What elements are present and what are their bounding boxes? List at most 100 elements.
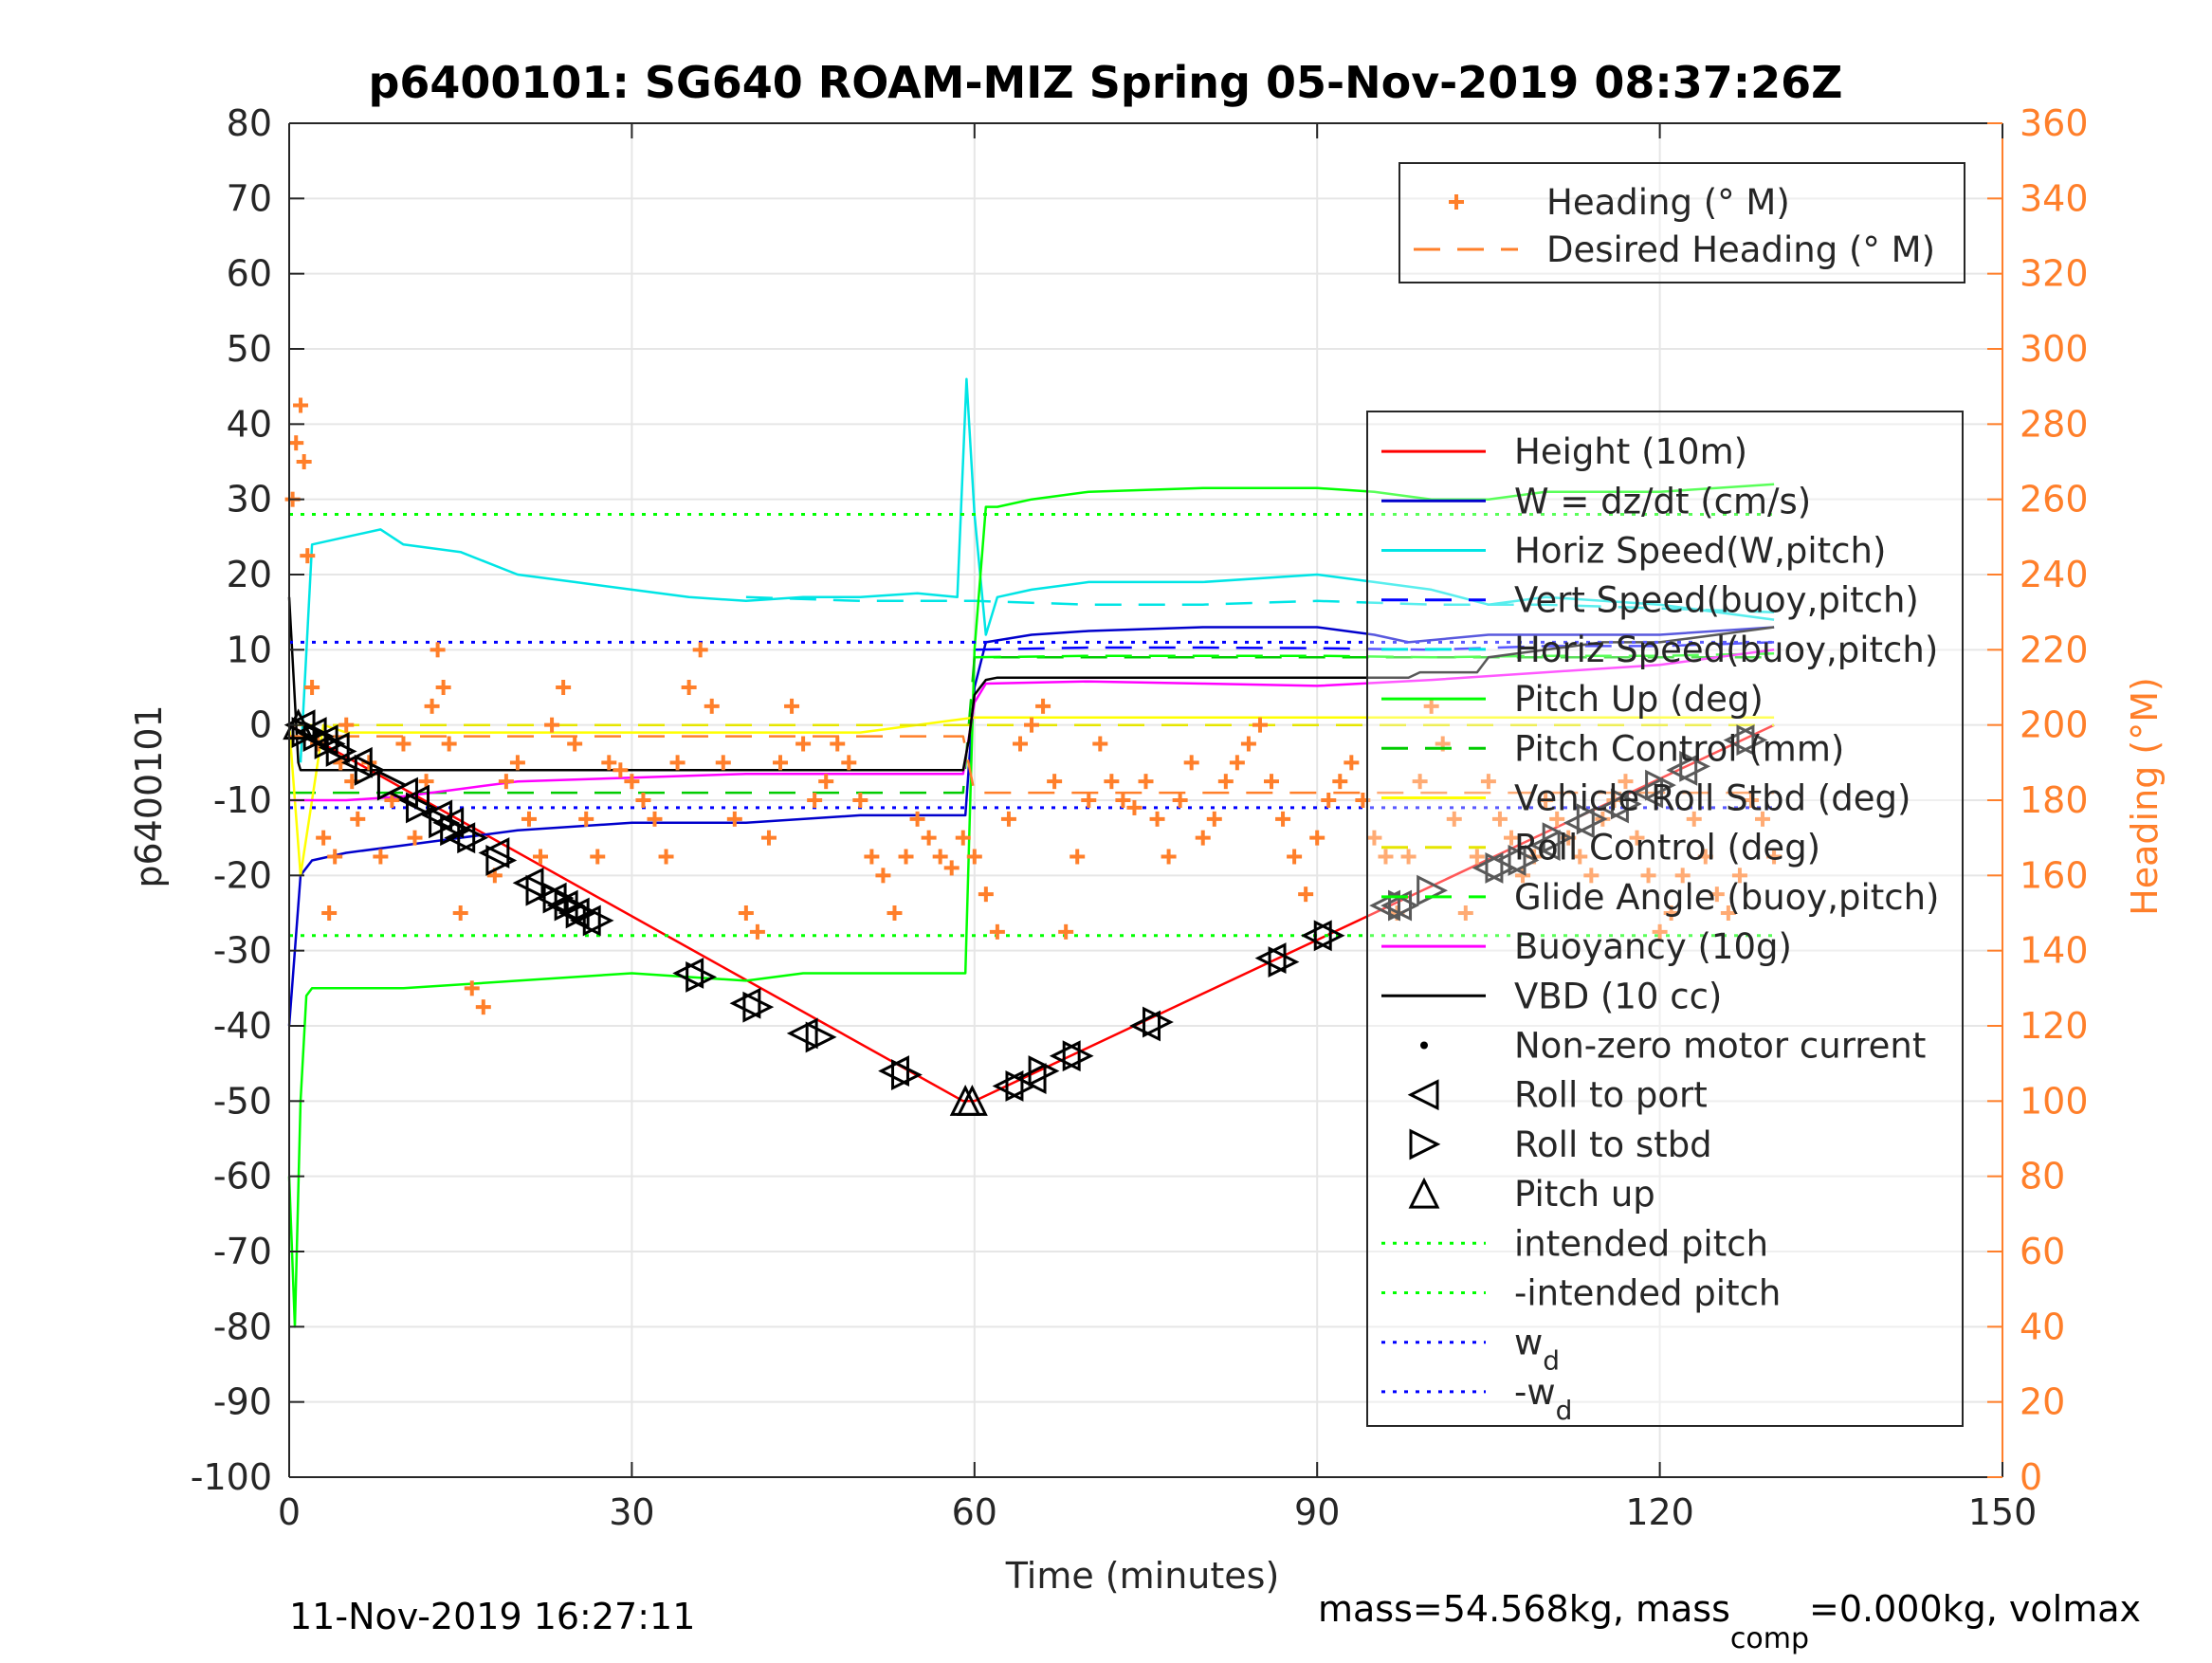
legend-label-sub: d — [1556, 1395, 1573, 1426]
heading-point — [1412, 774, 1428, 790]
legend-main-box — [1366, 411, 1964, 1427]
heading-point — [1252, 717, 1268, 733]
heading-point — [773, 755, 789, 771]
y-tick-label: 10 — [227, 629, 272, 670]
roll-to-port-marker — [1254, 942, 1287, 975]
heading-point — [852, 793, 868, 808]
heading-point — [1035, 698, 1051, 714]
y2-tick-label: 180 — [2020, 779, 2089, 821]
roll-to-stbd-marker — [1313, 920, 1345, 952]
footer-timestamp: 11-Nov-2019 16:27:11 — [289, 1596, 695, 1637]
roll-to-stbd-marker — [1576, 803, 1608, 835]
heading-point — [430, 642, 446, 658]
heading-point — [296, 454, 312, 469]
y2-axis-label: Heading (°M) — [2124, 677, 2166, 916]
heading-point — [1583, 868, 1600, 884]
heading-point — [556, 680, 572, 695]
roll-to-stbd-marker — [1268, 946, 1300, 978]
legend-entry: Pitch Control (mm) — [1381, 728, 1844, 769]
legend-entry: -intended pitch — [1381, 1273, 1781, 1314]
roll-to-stbd-marker — [686, 961, 718, 993]
heading-point — [1332, 774, 1348, 790]
footer-mass: mass=54.568kg, masscomp=0.000kg, volmax — [1318, 1588, 2141, 1655]
legend-entry: Buoyancy (10g) — [1381, 926, 1792, 967]
roll-to-port-marker — [478, 837, 510, 868]
y2-tick-label: 360 — [2020, 102, 2089, 144]
heading-point — [921, 830, 937, 846]
y2-tick-label: 0 — [2020, 1456, 2042, 1498]
legend-entry: Horiz Speed(W,pitch) — [1381, 531, 1886, 572]
heading-point — [1491, 811, 1508, 827]
series-glide-angle-buoy-pitch- — [974, 652, 1775, 659]
legend-entry: Pitch Up (deg) — [1381, 679, 1764, 720]
roll-to-port-marker — [512, 867, 544, 899]
roll-to-stbd-marker — [742, 991, 775, 1023]
legend-label: Glide Angle (buoy,pitch) — [1514, 877, 1939, 918]
heading-point — [327, 849, 343, 865]
heading-point — [1081, 793, 1097, 808]
heading-point — [316, 830, 332, 846]
heading-point — [932, 849, 948, 865]
heading-point — [1206, 811, 1222, 827]
x-axis-label: Time (minutes) — [1005, 1555, 1280, 1597]
heading-point — [1709, 886, 1725, 903]
heading-point — [1092, 736, 1108, 752]
y-axis-label: p6400101 — [128, 704, 170, 887]
legend-entry: Heading (° M) — [1449, 182, 1790, 223]
heading-point — [590, 849, 606, 865]
roll-to-port-marker — [444, 822, 476, 854]
heading-point — [1457, 905, 1473, 921]
heading-point — [1400, 849, 1417, 865]
legend-label: Buoyancy (10g) — [1514, 926, 1792, 967]
roll-to-stbd-marker — [325, 736, 357, 767]
heading-point — [795, 736, 812, 752]
heading-point — [1000, 811, 1016, 827]
legend-entry: Glide Angle (buoy,pitch) — [1381, 877, 1939, 918]
y2-tick-label: 200 — [2020, 704, 2089, 746]
footer-mass-main: mass=54.568kg, mass — [1318, 1588, 1730, 1630]
roll-to-port-marker — [1598, 792, 1629, 824]
legend-label: Desired Heading (° M) — [1546, 229, 1935, 270]
roll-to-port-marker — [878, 1055, 909, 1087]
heading-point — [1321, 793, 1337, 808]
legend-label: Pitch up — [1514, 1174, 1655, 1215]
roll-to-port-marker — [1666, 754, 1698, 786]
heading-point — [647, 811, 663, 827]
heading-point — [841, 755, 857, 771]
chart-title: p6400101: SG640 ROAM-MIZ Spring 05-Nov-2… — [368, 57, 1842, 108]
legend-label: Horiz Speed(W,pitch) — [1514, 531, 1886, 572]
heading-point — [1012, 736, 1028, 752]
heading-point — [1572, 849, 1588, 865]
roll-to-stbd-marker — [554, 889, 586, 922]
heading-point — [1503, 830, 1519, 846]
legend-label: Roll Control (deg) — [1514, 828, 1820, 868]
heading-point — [321, 905, 338, 921]
heading-point — [1629, 830, 1645, 846]
heading-point — [1309, 830, 1325, 846]
heading-point — [350, 811, 366, 827]
heading-point — [898, 849, 914, 865]
heading-point — [864, 849, 880, 865]
roll-to-port-marker — [1472, 851, 1504, 884]
heading-point — [818, 774, 834, 790]
heading-point — [1104, 774, 1120, 790]
heading-point — [875, 868, 891, 884]
heading-point — [909, 811, 925, 827]
heading-point — [624, 774, 640, 790]
heading-point — [407, 830, 423, 846]
heading-point — [749, 923, 765, 940]
y2-tick-label: 20 — [2020, 1381, 2065, 1423]
heading-point — [338, 717, 355, 733]
legend-entry: W = dz/dt (cm/s) — [1381, 481, 1811, 521]
y-tick-label: 20 — [227, 554, 272, 595]
heading-point — [1183, 755, 1199, 771]
y2-tick-label: 60 — [2020, 1231, 2065, 1272]
legend-label: Vert Speed(buoy,pitch) — [1514, 580, 1919, 621]
heading-point — [424, 698, 440, 714]
heading-point — [533, 849, 549, 865]
heading-point — [1652, 923, 1668, 940]
series-height-10m- — [288, 723, 1775, 1103]
heading-point — [1663, 905, 1679, 921]
legend-entry: Pitch up — [1408, 1174, 1655, 1215]
